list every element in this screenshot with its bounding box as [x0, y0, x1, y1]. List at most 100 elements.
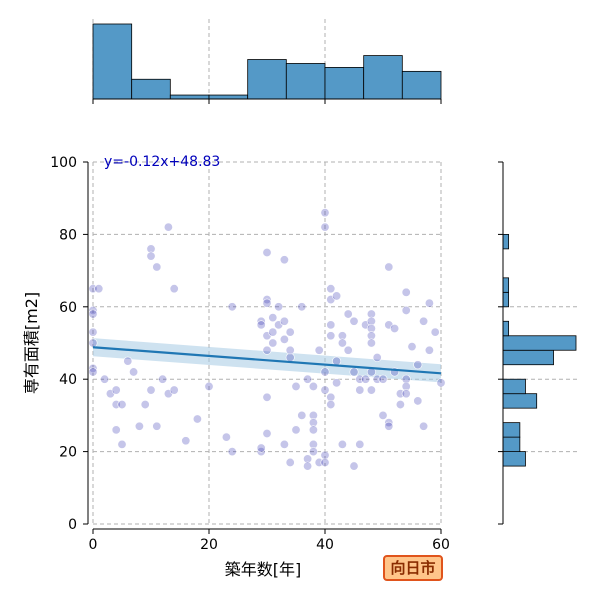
y-tick-label: 40	[59, 372, 77, 388]
data-point	[320, 450, 330, 460]
data-point	[308, 439, 318, 449]
data-point	[158, 374, 168, 384]
data-point	[297, 302, 307, 312]
data-point	[401, 305, 411, 315]
data-point	[349, 367, 359, 377]
data-point	[204, 381, 214, 391]
data-point	[279, 255, 289, 265]
data-point	[169, 385, 179, 395]
y-histogram-bar	[502, 291, 510, 308]
data-point	[361, 320, 371, 330]
y-histogram-bar	[502, 436, 521, 452]
y-histogram-bar	[502, 422, 521, 438]
y-histogram-bar	[502, 335, 577, 351]
data-point	[262, 428, 272, 438]
data-point	[326, 284, 336, 294]
x-tick-label: 40	[316, 537, 334, 553]
data-point	[303, 461, 313, 471]
data-point	[326, 295, 336, 305]
data-point	[88, 327, 98, 337]
data-point	[366, 324, 376, 334]
data-point	[262, 298, 272, 308]
data-point	[123, 356, 133, 366]
data-point	[320, 385, 330, 395]
data-point	[134, 421, 144, 431]
data-point	[227, 302, 237, 312]
x-tick-label: 60	[432, 537, 450, 553]
data-point	[152, 262, 162, 272]
data-point	[384, 418, 394, 428]
data-point	[268, 327, 278, 337]
data-point	[320, 457, 330, 467]
data-point	[262, 295, 272, 305]
data-point	[413, 360, 423, 370]
data-point	[308, 410, 318, 420]
data-point	[279, 316, 289, 326]
data-point	[349, 461, 359, 471]
data-point	[152, 421, 162, 431]
data-point	[192, 414, 202, 424]
data-point	[169, 284, 179, 294]
data-point	[285, 457, 295, 467]
data-point	[401, 287, 411, 297]
data-point	[337, 331, 347, 341]
data-point	[332, 356, 342, 366]
data-point	[140, 400, 150, 410]
data-point	[262, 248, 272, 258]
data-point	[326, 400, 336, 410]
x-axis-title: 築年数[年]	[225, 560, 302, 579]
data-point	[88, 309, 98, 319]
x-histogram-bar	[208, 94, 249, 100]
data-point	[326, 392, 336, 402]
city-badge: 向日市	[383, 555, 443, 581]
y-histogram-bar	[502, 393, 538, 409]
data-point	[326, 320, 336, 330]
data-point	[285, 327, 295, 337]
data-point	[343, 309, 353, 319]
data-point	[326, 331, 336, 341]
data-point	[320, 367, 330, 377]
data-point	[361, 374, 371, 384]
data-point	[88, 363, 98, 373]
data-point	[355, 385, 365, 395]
data-point	[279, 439, 289, 449]
data-point	[163, 222, 173, 232]
data-point	[419, 421, 429, 431]
data-point	[94, 284, 104, 294]
y-tick-label: 0	[68, 517, 77, 533]
data-point	[285, 345, 295, 355]
data-point	[384, 320, 394, 330]
regression-equation-label: y=-0.12x+48.83	[104, 154, 220, 170]
y-axis-title: 専有面積[m2]	[22, 292, 41, 394]
data-point	[349, 316, 359, 326]
data-point	[332, 291, 342, 301]
marginal-x-histogram	[92, 19, 442, 104]
data-point	[390, 324, 400, 334]
data-point	[100, 374, 110, 384]
x-histogram-bar	[92, 23, 133, 100]
x-histogram-bar	[169, 94, 210, 100]
x-histogram-bar	[247, 59, 287, 100]
data-point	[291, 425, 301, 435]
data-point	[146, 244, 156, 254]
data-point	[117, 400, 127, 410]
data-point	[332, 378, 342, 388]
data-point	[308, 425, 318, 435]
data-point	[221, 432, 231, 442]
data-point	[303, 454, 313, 464]
data-point	[111, 385, 121, 395]
data-point	[88, 305, 98, 315]
data-point	[256, 320, 266, 330]
data-point	[291, 381, 301, 391]
data-point	[256, 447, 266, 457]
data-point	[146, 385, 156, 395]
y-tick-label: 60	[59, 300, 77, 316]
data-point	[372, 352, 382, 362]
data-point	[384, 421, 394, 431]
y-tick-label: 100	[50, 155, 77, 171]
data-point	[285, 352, 295, 362]
data-point	[262, 331, 272, 341]
y-tick-label: 20	[59, 445, 77, 461]
data-point	[343, 345, 353, 355]
